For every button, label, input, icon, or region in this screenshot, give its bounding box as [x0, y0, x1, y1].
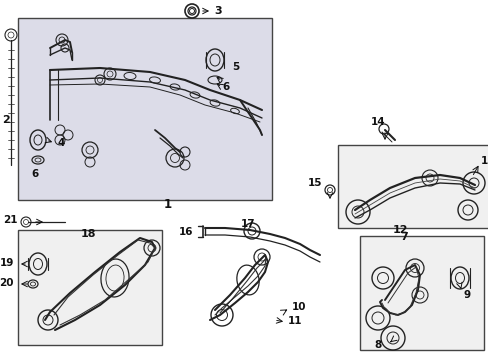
Text: 11: 11 — [287, 316, 302, 326]
Text: 8: 8 — [374, 340, 381, 350]
Text: 2: 2 — [2, 115, 10, 125]
Text: 3: 3 — [214, 6, 221, 16]
Bar — [359, 236, 483, 350]
Bar — [337, 145, 488, 228]
Text: 20: 20 — [0, 278, 14, 288]
Text: 13: 13 — [480, 156, 488, 166]
Text: 16: 16 — [178, 227, 193, 237]
Bar — [18, 230, 162, 345]
Text: 5: 5 — [231, 62, 239, 72]
Bar — [18, 18, 271, 200]
Text: 6: 6 — [222, 82, 229, 92]
Text: 12: 12 — [391, 225, 407, 235]
Text: 18: 18 — [80, 229, 96, 239]
Text: 10: 10 — [291, 302, 306, 312]
Text: 9: 9 — [462, 290, 469, 300]
Text: 21: 21 — [3, 215, 18, 225]
Text: 1: 1 — [163, 198, 172, 211]
Text: 15: 15 — [307, 178, 321, 188]
Text: 17: 17 — [240, 219, 255, 229]
Text: 4: 4 — [57, 138, 64, 148]
Text: 6: 6 — [31, 169, 39, 179]
Text: 14: 14 — [370, 117, 385, 127]
Text: 7: 7 — [399, 232, 407, 242]
Text: 19: 19 — [0, 258, 14, 268]
